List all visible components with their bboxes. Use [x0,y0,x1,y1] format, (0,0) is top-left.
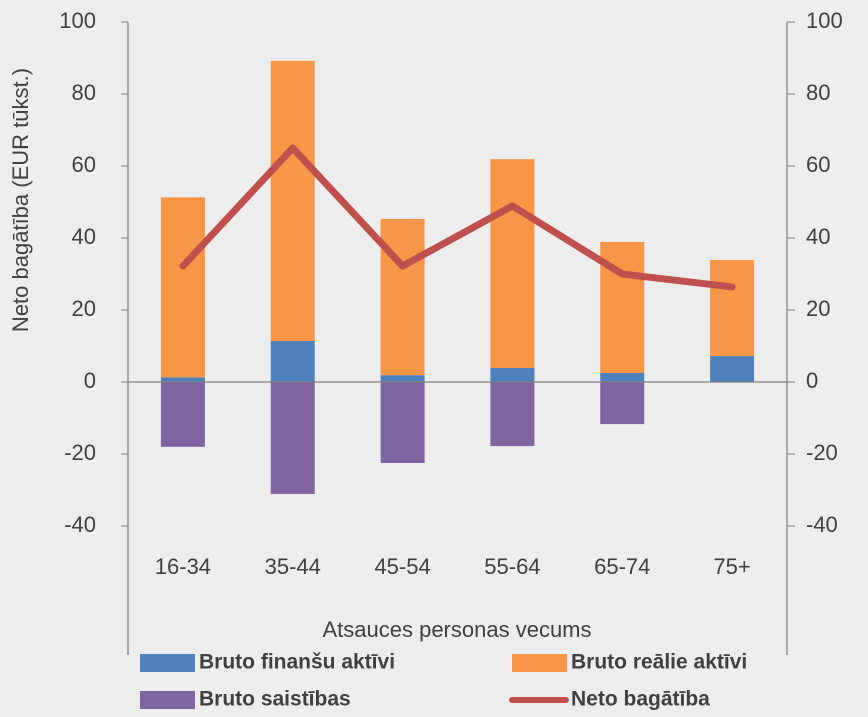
legend-label: Neto bagātība [571,688,710,711]
bar [380,375,425,382]
y2-tick-label: 0 [806,368,818,393]
y2-tick-label: 40 [806,224,830,249]
bar [710,356,755,382]
bar [490,382,535,447]
x-tick-label: 16-34 [155,554,211,579]
y-tick-label: 40 [72,224,96,249]
y-tick-label: -20 [64,440,96,465]
bar [490,159,535,368]
bar [270,382,315,494]
y2-tick-label: 100 [806,8,843,33]
y-tick-label: 100 [59,8,96,33]
bar [270,60,315,341]
x-tick-label: 35-44 [265,554,321,579]
legend-label: Bruto saistības [199,688,351,711]
legend-swatch [140,654,195,672]
x-tick-label: 55-64 [484,554,540,579]
bar [160,197,205,378]
bar [710,259,755,357]
y-axis-label: Neto bagātība (EUR tūkst.) [8,68,33,332]
x-tick-label: 65-74 [594,554,650,579]
y-tick-label: 0 [84,368,96,393]
bar [270,340,315,382]
x-tick-label: 45-54 [374,554,430,579]
bar [490,367,535,382]
y2-tick-label: -40 [806,512,838,537]
bar [600,382,645,425]
y-tick-label: 80 [72,80,96,105]
bar [380,218,425,376]
legend-swatch [512,654,567,672]
bar [600,373,645,382]
legend-label: Bruto reālie aktīvi [571,651,747,674]
y-tick-label: -40 [64,512,96,537]
bar [160,377,205,382]
y2-tick-label: 80 [806,80,830,105]
legend-swatch [140,691,195,709]
x-axis-label: Atsauces personas vecums [322,617,591,642]
y-tick-label: 60 [72,152,96,177]
y-tick-label: 20 [72,296,96,321]
line [179,144,736,291]
x-tick-label: 75+ [713,554,750,579]
bar [160,382,205,447]
bar [380,382,425,463]
legend-label: Bruto finanšu aktīvi [199,651,395,674]
y2-tick-label: 20 [806,296,830,321]
y2-tick-label: 60 [806,152,830,177]
y2-tick-label: -20 [806,440,838,465]
